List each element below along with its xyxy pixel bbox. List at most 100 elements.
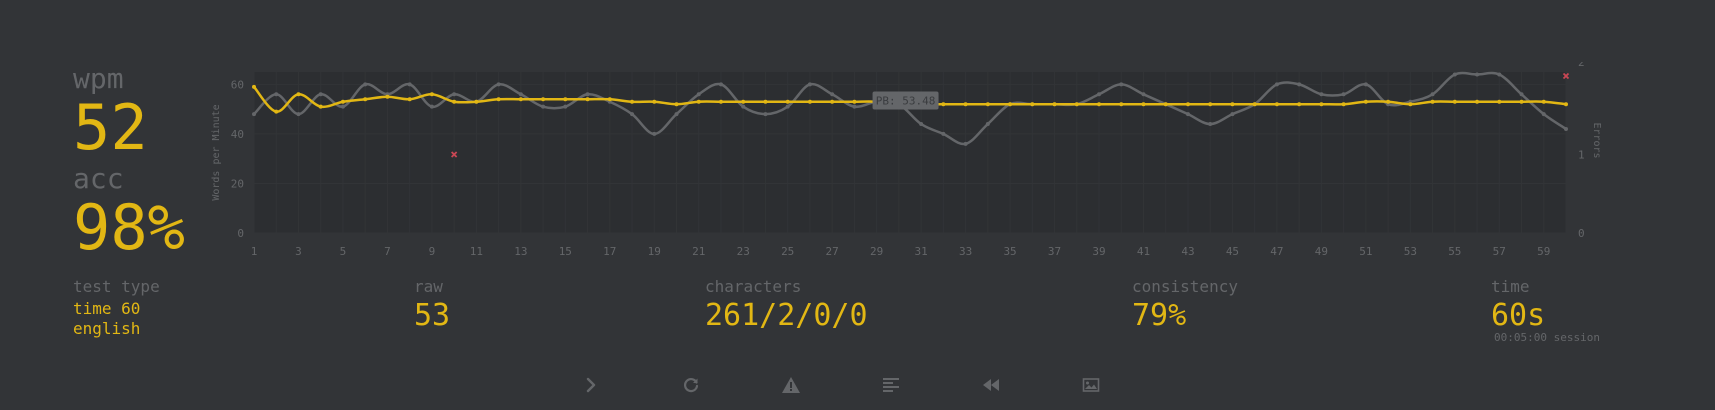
raw-point (1452, 72, 1457, 77)
consistency-label: consistency (1132, 277, 1238, 296)
raw-point (1541, 112, 1546, 117)
x-tick-label: 47 (1270, 245, 1283, 258)
wpm-value: 52 (73, 91, 148, 164)
wpm-point (1163, 102, 1168, 107)
x-tick-label: 41 (1137, 245, 1150, 258)
y-tick-label: 0 (237, 227, 244, 240)
wpm-point (1208, 102, 1213, 107)
consistency-value: 79% (1132, 298, 1187, 333)
next-test-button[interactable] (576, 373, 606, 397)
wpm-point (1074, 102, 1079, 107)
test-type-mode[interactable]: time 60 (73, 299, 141, 318)
raw-point (340, 104, 345, 109)
wpm-point (407, 97, 412, 102)
wpm-point (1475, 99, 1480, 104)
x-tick-label: 51 (1359, 245, 1372, 258)
test-type-language[interactable]: english (73, 319, 141, 338)
x-tick-label: 55 (1448, 245, 1461, 258)
wpm-point (652, 99, 657, 104)
wpm-point (563, 97, 568, 102)
x-tick-label: 49 (1315, 245, 1328, 258)
raw-value: 53 (414, 298, 451, 333)
raw-point (1185, 112, 1190, 117)
x-tick-label: 13 (514, 245, 527, 258)
session-time: 00:05:00 session (1494, 331, 1600, 344)
wpm-point (541, 97, 546, 102)
wpm-point (474, 99, 479, 104)
wpm-point (1386, 99, 1391, 104)
test-type-label: test type (73, 277, 160, 296)
error-marker (450, 151, 458, 158)
screenshot-button[interactable] (1076, 373, 1106, 397)
wpm-point (318, 104, 323, 109)
wpm-point (452, 99, 457, 104)
raw-point (407, 82, 412, 87)
wpm-point (1297, 102, 1302, 107)
x-tick-label: 35 (1003, 245, 1016, 258)
wpm-point (1185, 102, 1190, 107)
wpm-point (1141, 102, 1146, 107)
wpm-point (1119, 102, 1124, 107)
raw-point (274, 92, 279, 97)
raw-point (941, 131, 946, 136)
wpm-point (1030, 102, 1035, 107)
raw-point (674, 112, 679, 117)
image-icon (1082, 378, 1100, 392)
raw-point (1274, 82, 1279, 87)
y2-axis-label: Errors (1591, 122, 1602, 158)
wpm-point (1408, 102, 1413, 107)
characters-label: characters (705, 277, 802, 296)
wpm-point (607, 97, 612, 102)
wpm-point (674, 102, 679, 107)
wpm-point (763, 99, 768, 104)
x-tick-label: 23 (737, 245, 750, 258)
raw-point (1119, 82, 1124, 87)
x-tick-label: 11 (470, 245, 483, 258)
wpm-point (1252, 102, 1257, 107)
x-tick-label: 31 (914, 245, 927, 258)
raw-point (652, 131, 657, 136)
raw-point (1341, 92, 1346, 97)
x-tick-label: 27 (826, 245, 839, 258)
x-tick-label: 5 (340, 245, 347, 258)
wpm-point (941, 102, 946, 107)
wpm-point (630, 99, 635, 104)
raw-point (830, 92, 835, 97)
wpm-point (1097, 102, 1102, 107)
raw-point (1141, 92, 1146, 97)
time-value: 60s (1491, 298, 1546, 333)
align-left-icon (883, 378, 899, 392)
raw-point (696, 92, 701, 97)
x-tick-label: 17 (603, 245, 616, 258)
wpm-point (1519, 99, 1524, 104)
restart-button[interactable] (676, 373, 706, 397)
y2-tick-label: 0 (1578, 227, 1585, 240)
words-history-button[interactable] (876, 373, 906, 397)
raw-point (1564, 126, 1568, 131)
raw-point (741, 104, 746, 109)
wpm-point (296, 92, 301, 97)
wpm-point (585, 97, 590, 102)
x-tick-label: 43 (1181, 245, 1194, 258)
x-tick-label: 45 (1226, 245, 1239, 258)
pb-tooltip-box (872, 91, 939, 110)
y-axis-label: Words per Minute (211, 104, 222, 200)
wpm-point (852, 99, 857, 104)
wpm-point (1452, 99, 1457, 104)
x-tick-label: 7 (384, 245, 391, 258)
replay-button[interactable] (976, 373, 1006, 397)
x-tick-label: 19 (648, 245, 661, 258)
x-tick-label: 15 (559, 245, 572, 258)
raw-point (807, 82, 812, 87)
wpm-point (830, 99, 835, 104)
x-tick-label: 3 (295, 245, 302, 258)
report-button[interactable] (776, 373, 806, 397)
x-tick-label: 9 (429, 245, 436, 258)
wpm-point (1430, 99, 1435, 104)
raw-point (1363, 82, 1368, 87)
raw-point (452, 92, 457, 97)
wpm-point (340, 99, 345, 104)
raw-point (919, 122, 924, 127)
raw-point (1475, 72, 1480, 77)
